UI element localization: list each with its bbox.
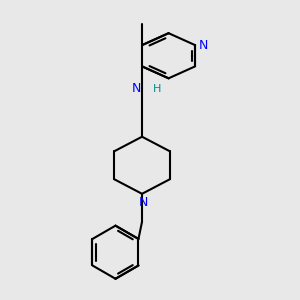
Text: N: N [131, 82, 141, 95]
Text: N: N [198, 39, 208, 52]
Text: H: H [153, 84, 161, 94]
Text: N: N [139, 196, 148, 209]
